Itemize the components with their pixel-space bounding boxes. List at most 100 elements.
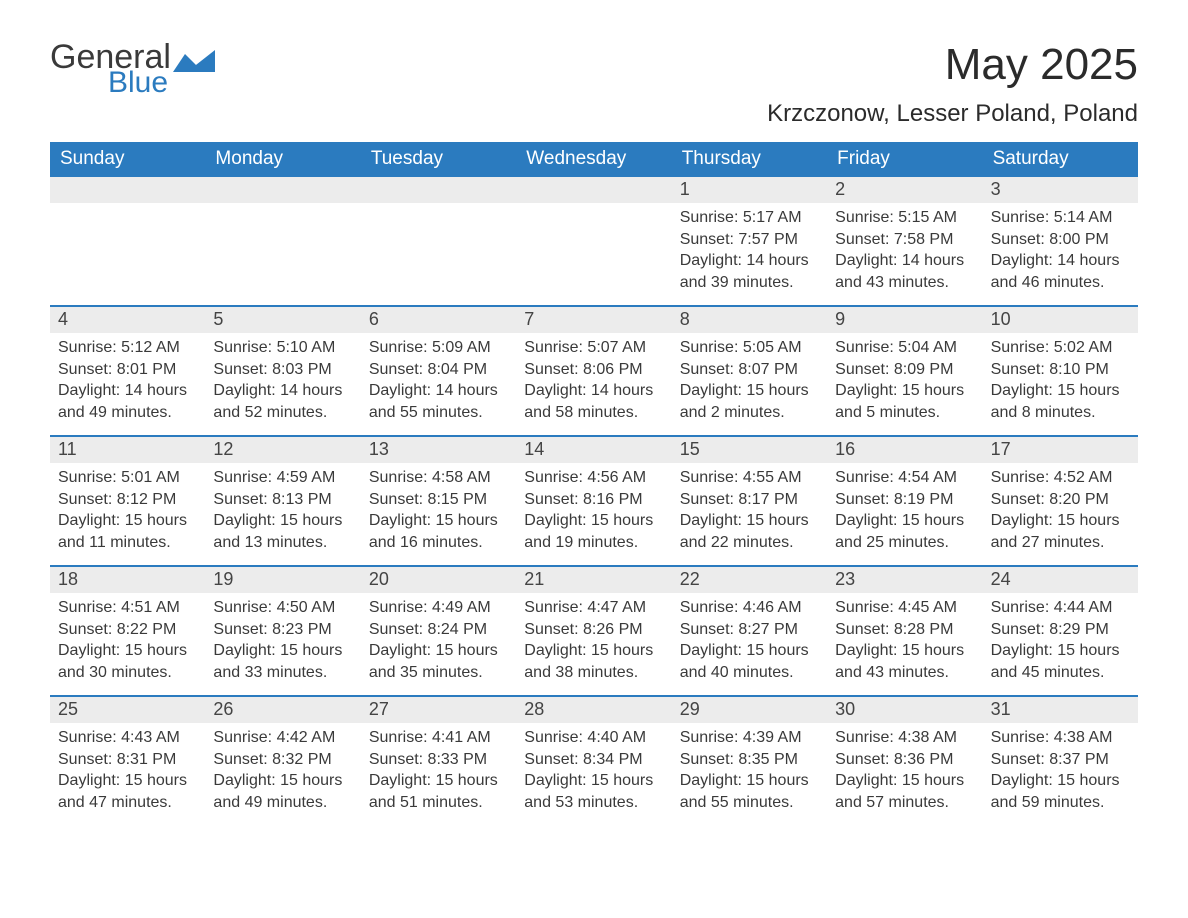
sunset-text: Sunset: 8:07 PM <box>680 359 819 381</box>
sunset-text: Sunset: 8:09 PM <box>835 359 974 381</box>
sunrise-text: Sunrise: 5:15 AM <box>835 207 974 229</box>
day-number: 4 <box>50 307 205 333</box>
day-number: 2 <box>827 177 982 203</box>
day-number: 14 <box>516 437 671 463</box>
sunrise-text: Sunrise: 4:56 AM <box>524 467 663 489</box>
sunset-text: Sunset: 8:00 PM <box>991 229 1130 251</box>
day-cell <box>361 177 516 305</box>
daylight-text: Daylight: 15 hours and 27 minutes. <box>991 510 1130 553</box>
day-cell: 14Sunrise: 4:56 AMSunset: 8:16 PMDayligh… <box>516 437 671 565</box>
day-cell <box>516 177 671 305</box>
day-cell: 12Sunrise: 4:59 AMSunset: 8:13 PMDayligh… <box>205 437 360 565</box>
day-cell: 17Sunrise: 4:52 AMSunset: 8:20 PMDayligh… <box>983 437 1138 565</box>
day-cell: 20Sunrise: 4:49 AMSunset: 8:24 PMDayligh… <box>361 567 516 695</box>
sunrise-text: Sunrise: 5:04 AM <box>835 337 974 359</box>
day-cell <box>50 177 205 305</box>
sunset-text: Sunset: 8:06 PM <box>524 359 663 381</box>
sunset-text: Sunset: 7:58 PM <box>835 229 974 251</box>
day-cell: 7Sunrise: 5:07 AMSunset: 8:06 PMDaylight… <box>516 307 671 435</box>
sunset-text: Sunset: 8:33 PM <box>369 749 508 771</box>
day-body: Sunrise: 5:02 AMSunset: 8:10 PMDaylight:… <box>983 333 1138 431</box>
brand-flag-icon <box>173 48 215 83</box>
sunrise-text: Sunrise: 5:09 AM <box>369 337 508 359</box>
daylight-text: Daylight: 15 hours and 47 minutes. <box>58 770 197 813</box>
sunset-text: Sunset: 8:31 PM <box>58 749 197 771</box>
day-body: Sunrise: 5:12 AMSunset: 8:01 PMDaylight:… <box>50 333 205 431</box>
day-body: Sunrise: 4:39 AMSunset: 8:35 PMDaylight:… <box>672 723 827 821</box>
sunrise-text: Sunrise: 5:10 AM <box>213 337 352 359</box>
day-body: Sunrise: 4:49 AMSunset: 8:24 PMDaylight:… <box>361 593 516 691</box>
day-number: 17 <box>983 437 1138 463</box>
sunset-text: Sunset: 7:57 PM <box>680 229 819 251</box>
weekday-header: Friday <box>827 142 982 177</box>
day-cell: 3Sunrise: 5:14 AMSunset: 8:00 PMDaylight… <box>983 177 1138 305</box>
day-cell: 28Sunrise: 4:40 AMSunset: 8:34 PMDayligh… <box>516 697 671 825</box>
daylight-text: Daylight: 15 hours and 57 minutes. <box>835 770 974 813</box>
sunrise-text: Sunrise: 4:43 AM <box>58 727 197 749</box>
day-body: Sunrise: 4:44 AMSunset: 8:29 PMDaylight:… <box>983 593 1138 691</box>
day-cell: 18Sunrise: 4:51 AMSunset: 8:22 PMDayligh… <box>50 567 205 695</box>
day-cell: 21Sunrise: 4:47 AMSunset: 8:26 PMDayligh… <box>516 567 671 695</box>
day-number: 12 <box>205 437 360 463</box>
daylight-text: Daylight: 15 hours and 22 minutes. <box>680 510 819 553</box>
day-body: Sunrise: 5:05 AMSunset: 8:07 PMDaylight:… <box>672 333 827 431</box>
weekday-header: Thursday <box>672 142 827 177</box>
daylight-text: Daylight: 15 hours and 45 minutes. <box>991 640 1130 683</box>
location-label: Krzczonow, Lesser Poland, Poland <box>767 100 1138 128</box>
day-body: Sunrise: 5:14 AMSunset: 8:00 PMDaylight:… <box>983 203 1138 301</box>
daylight-text: Daylight: 15 hours and 25 minutes. <box>835 510 974 553</box>
day-body: Sunrise: 5:15 AMSunset: 7:58 PMDaylight:… <box>827 203 982 301</box>
daylight-text: Daylight: 15 hours and 43 minutes. <box>835 640 974 683</box>
daylight-text: Daylight: 15 hours and 51 minutes. <box>369 770 508 813</box>
sunset-text: Sunset: 8:03 PM <box>213 359 352 381</box>
day-body: Sunrise: 4:41 AMSunset: 8:33 PMDaylight:… <box>361 723 516 821</box>
sunset-text: Sunset: 8:20 PM <box>991 489 1130 511</box>
sunrise-text: Sunrise: 5:17 AM <box>680 207 819 229</box>
sunset-text: Sunset: 8:17 PM <box>680 489 819 511</box>
sunset-text: Sunset: 8:04 PM <box>369 359 508 381</box>
daylight-text: Daylight: 15 hours and 35 minutes. <box>369 640 508 683</box>
day-number <box>205 177 360 203</box>
day-number: 18 <box>50 567 205 593</box>
day-body: Sunrise: 4:58 AMSunset: 8:15 PMDaylight:… <box>361 463 516 561</box>
weekday-header: Wednesday <box>516 142 671 177</box>
day-body: Sunrise: 4:54 AMSunset: 8:19 PMDaylight:… <box>827 463 982 561</box>
day-cell: 6Sunrise: 5:09 AMSunset: 8:04 PMDaylight… <box>361 307 516 435</box>
day-body: Sunrise: 4:38 AMSunset: 8:36 PMDaylight:… <box>827 723 982 821</box>
day-number: 21 <box>516 567 671 593</box>
day-body: Sunrise: 5:10 AMSunset: 8:03 PMDaylight:… <box>205 333 360 431</box>
day-number: 24 <box>983 567 1138 593</box>
day-body: Sunrise: 4:50 AMSunset: 8:23 PMDaylight:… <box>205 593 360 691</box>
daylight-text: Daylight: 15 hours and 53 minutes. <box>524 770 663 813</box>
daylight-text: Daylight: 14 hours and 43 minutes. <box>835 250 974 293</box>
day-number: 11 <box>50 437 205 463</box>
week-row: 4Sunrise: 5:12 AMSunset: 8:01 PMDaylight… <box>50 305 1138 435</box>
day-number: 31 <box>983 697 1138 723</box>
daylight-text: Daylight: 15 hours and 16 minutes. <box>369 510 508 553</box>
sunrise-text: Sunrise: 5:07 AM <box>524 337 663 359</box>
day-body: Sunrise: 4:59 AMSunset: 8:13 PMDaylight:… <box>205 463 360 561</box>
daylight-text: Daylight: 15 hours and 55 minutes. <box>680 770 819 813</box>
sunrise-text: Sunrise: 4:51 AM <box>58 597 197 619</box>
day-number: 20 <box>361 567 516 593</box>
day-body: Sunrise: 4:56 AMSunset: 8:16 PMDaylight:… <box>516 463 671 561</box>
day-body: Sunrise: 4:43 AMSunset: 8:31 PMDaylight:… <box>50 723 205 821</box>
sunrise-text: Sunrise: 4:40 AM <box>524 727 663 749</box>
day-cell <box>205 177 360 305</box>
sunrise-text: Sunrise: 4:58 AM <box>369 467 508 489</box>
day-cell: 29Sunrise: 4:39 AMSunset: 8:35 PMDayligh… <box>672 697 827 825</box>
day-cell: 22Sunrise: 4:46 AMSunset: 8:27 PMDayligh… <box>672 567 827 695</box>
sunset-text: Sunset: 8:27 PM <box>680 619 819 641</box>
day-cell: 23Sunrise: 4:45 AMSunset: 8:28 PMDayligh… <box>827 567 982 695</box>
sunrise-text: Sunrise: 5:12 AM <box>58 337 197 359</box>
sunrise-text: Sunrise: 4:41 AM <box>369 727 508 749</box>
sunset-text: Sunset: 8:01 PM <box>58 359 197 381</box>
sunrise-text: Sunrise: 5:01 AM <box>58 467 197 489</box>
calendar-grid: SundayMondayTuesdayWednesdayThursdayFrid… <box>50 142 1138 825</box>
sunset-text: Sunset: 8:34 PM <box>524 749 663 771</box>
day-cell: 25Sunrise: 4:43 AMSunset: 8:31 PMDayligh… <box>50 697 205 825</box>
sunrise-text: Sunrise: 4:50 AM <box>213 597 352 619</box>
day-number: 22 <box>672 567 827 593</box>
day-cell: 1Sunrise: 5:17 AMSunset: 7:57 PMDaylight… <box>672 177 827 305</box>
sunrise-text: Sunrise: 4:46 AM <box>680 597 819 619</box>
